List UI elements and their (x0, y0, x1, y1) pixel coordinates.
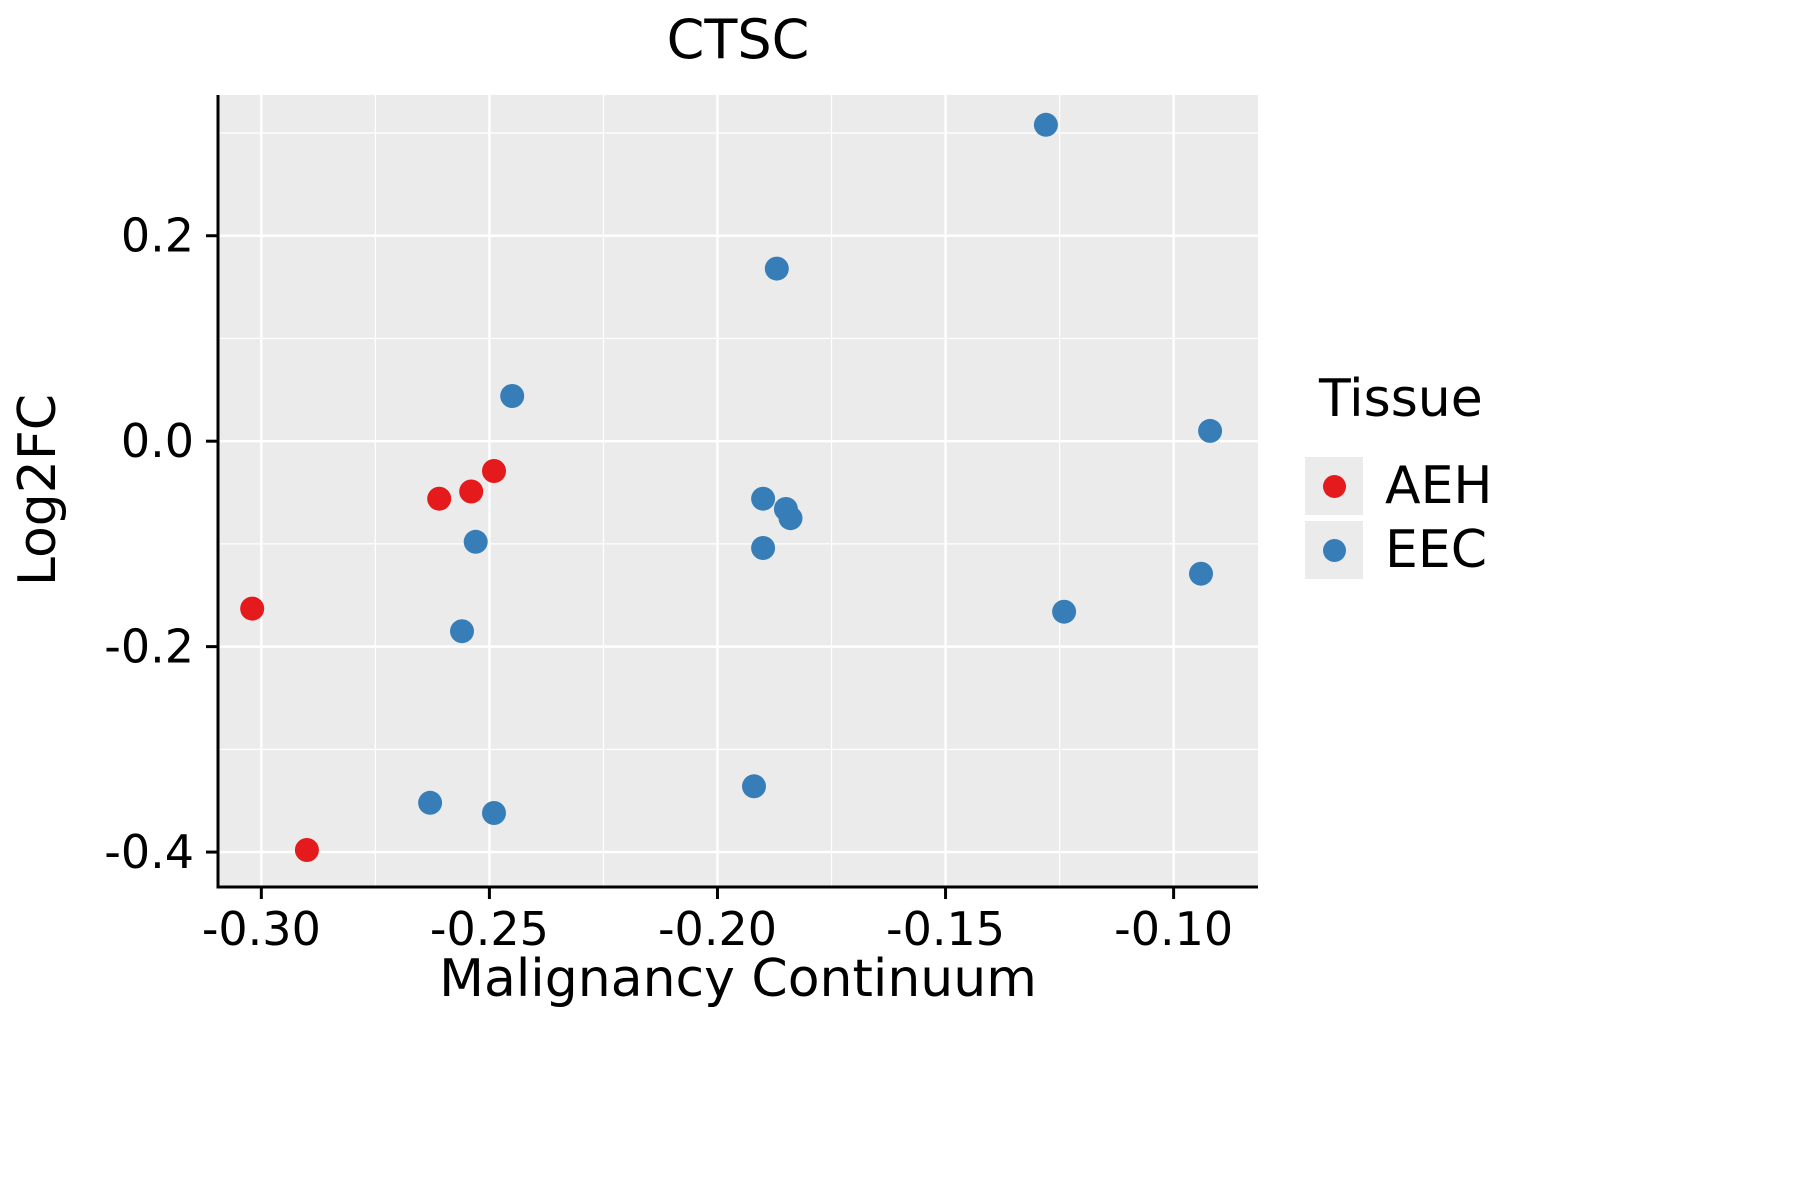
data-point-aeh (240, 596, 265, 621)
x-tick-label: -0.15 (886, 902, 1005, 956)
x-tick-label: -0.30 (202, 902, 321, 956)
legend: Tissue AEH EEC (1305, 368, 1493, 584)
y-tick-label: -0.4 (104, 825, 194, 879)
data-point-eec (463, 529, 488, 554)
data-point-eec (482, 801, 506, 825)
legend-dot-eec (1322, 538, 1346, 562)
data-point-eec (751, 486, 776, 511)
data-point-eec (1033, 112, 1058, 137)
data-point-eec (450, 619, 474, 644)
data-point-eec (751, 536, 776, 560)
legend-entry-eec: EEC (1305, 520, 1493, 580)
chart-title: CTSC (666, 8, 810, 71)
data-point-aeh (427, 486, 452, 511)
legend-label: EEC (1385, 520, 1488, 580)
data-point-eec (764, 256, 789, 281)
y-tick-label: 0.2 (121, 209, 194, 263)
data-point-eec (1189, 561, 1213, 586)
legend-label: AEH (1385, 456, 1493, 516)
y-tick-label: 0.0 (121, 414, 194, 468)
x-axis-title: Malignancy Continuum (439, 949, 1037, 1009)
legend-entry-aeh: AEH (1305, 456, 1493, 516)
y-axis-title: Log2FC (8, 393, 68, 587)
legend-key (1305, 521, 1363, 579)
legend-title: Tissue (1319, 369, 1483, 429)
legend-entries: AEH EEC (1305, 456, 1493, 580)
data-point-aeh (294, 838, 319, 862)
x-tick-label: -0.25 (430, 902, 549, 956)
data-point-eec (1198, 418, 1223, 443)
legend-key (1305, 457, 1363, 515)
data-point-aeh (459, 479, 484, 504)
x-tick-label: -0.20 (658, 902, 777, 956)
x-tick-label: -0.10 (1114, 902, 1233, 956)
data-point-eec (742, 774, 766, 799)
data-point-aeh (482, 459, 506, 483)
legend-dot-aeh (1322, 474, 1346, 498)
plot-panel (218, 95, 1258, 887)
data-point-eec (1052, 599, 1077, 624)
data-point-eec (500, 384, 525, 408)
data-point-eec (418, 790, 443, 815)
data-point-eec (778, 506, 803, 531)
y-tick-label: -0.2 (104, 620, 194, 674)
